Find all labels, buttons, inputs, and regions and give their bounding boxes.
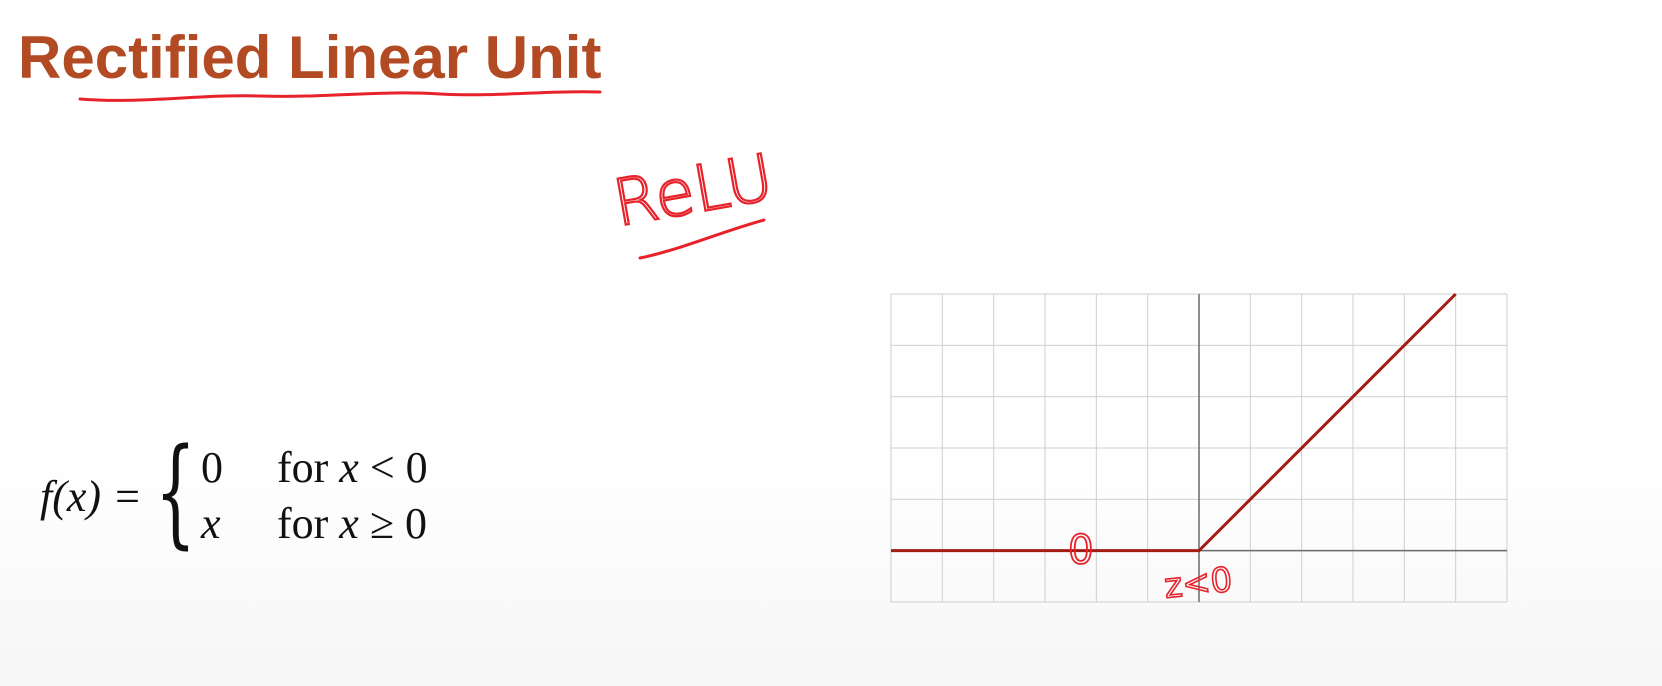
case-relation: ≥: [369, 499, 394, 548]
case-value: 0: [200, 443, 223, 492]
case-for-word: for: [276, 499, 329, 548]
case-rhs: 0: [405, 443, 428, 492]
relu-formula: f(x) = { 0 for x < 0 x for x ≥ 0: [40, 432, 428, 552]
formula-case: 0 for x < 0: [201, 440, 428, 496]
case-value: x: [200, 499, 221, 548]
relu-graph: 0 z<0: [890, 292, 1508, 607]
relu-handwritten-label: ReLU: [608, 141, 779, 242]
formula-left-brace: {: [154, 422, 197, 560]
graph-series: [891, 292, 1457, 553]
case-variable: x: [339, 499, 359, 548]
case-for-word: for: [276, 443, 329, 492]
zero-handwritten-label: 0: [1068, 528, 1093, 574]
relu-series-line: [891, 292, 1457, 553]
case-relation: <: [369, 443, 395, 492]
z-less-than-zero-handwritten-label: z<0: [1162, 560, 1234, 607]
graph-handwritten-annotations: 0 z<0: [1067, 527, 1235, 607]
slide-title: Rectified Linear Unit: [18, 24, 602, 91]
case-condition: for x < 0: [277, 440, 428, 496]
formula-function-name: f(x): [40, 471, 102, 521]
case-variable: x: [339, 443, 359, 492]
case-condition: for x ≥ 0: [277, 496, 427, 552]
relu-underline-scribble: [638, 218, 766, 260]
case-rhs: 0: [404, 499, 427, 548]
formula-equals: =: [115, 471, 140, 521]
formula-case: x for x ≥ 0: [201, 496, 428, 552]
formula-lhs: f(x): [40, 471, 101, 522]
formula-cases: 0 for x < 0 x for x ≥ 0: [201, 440, 428, 552]
